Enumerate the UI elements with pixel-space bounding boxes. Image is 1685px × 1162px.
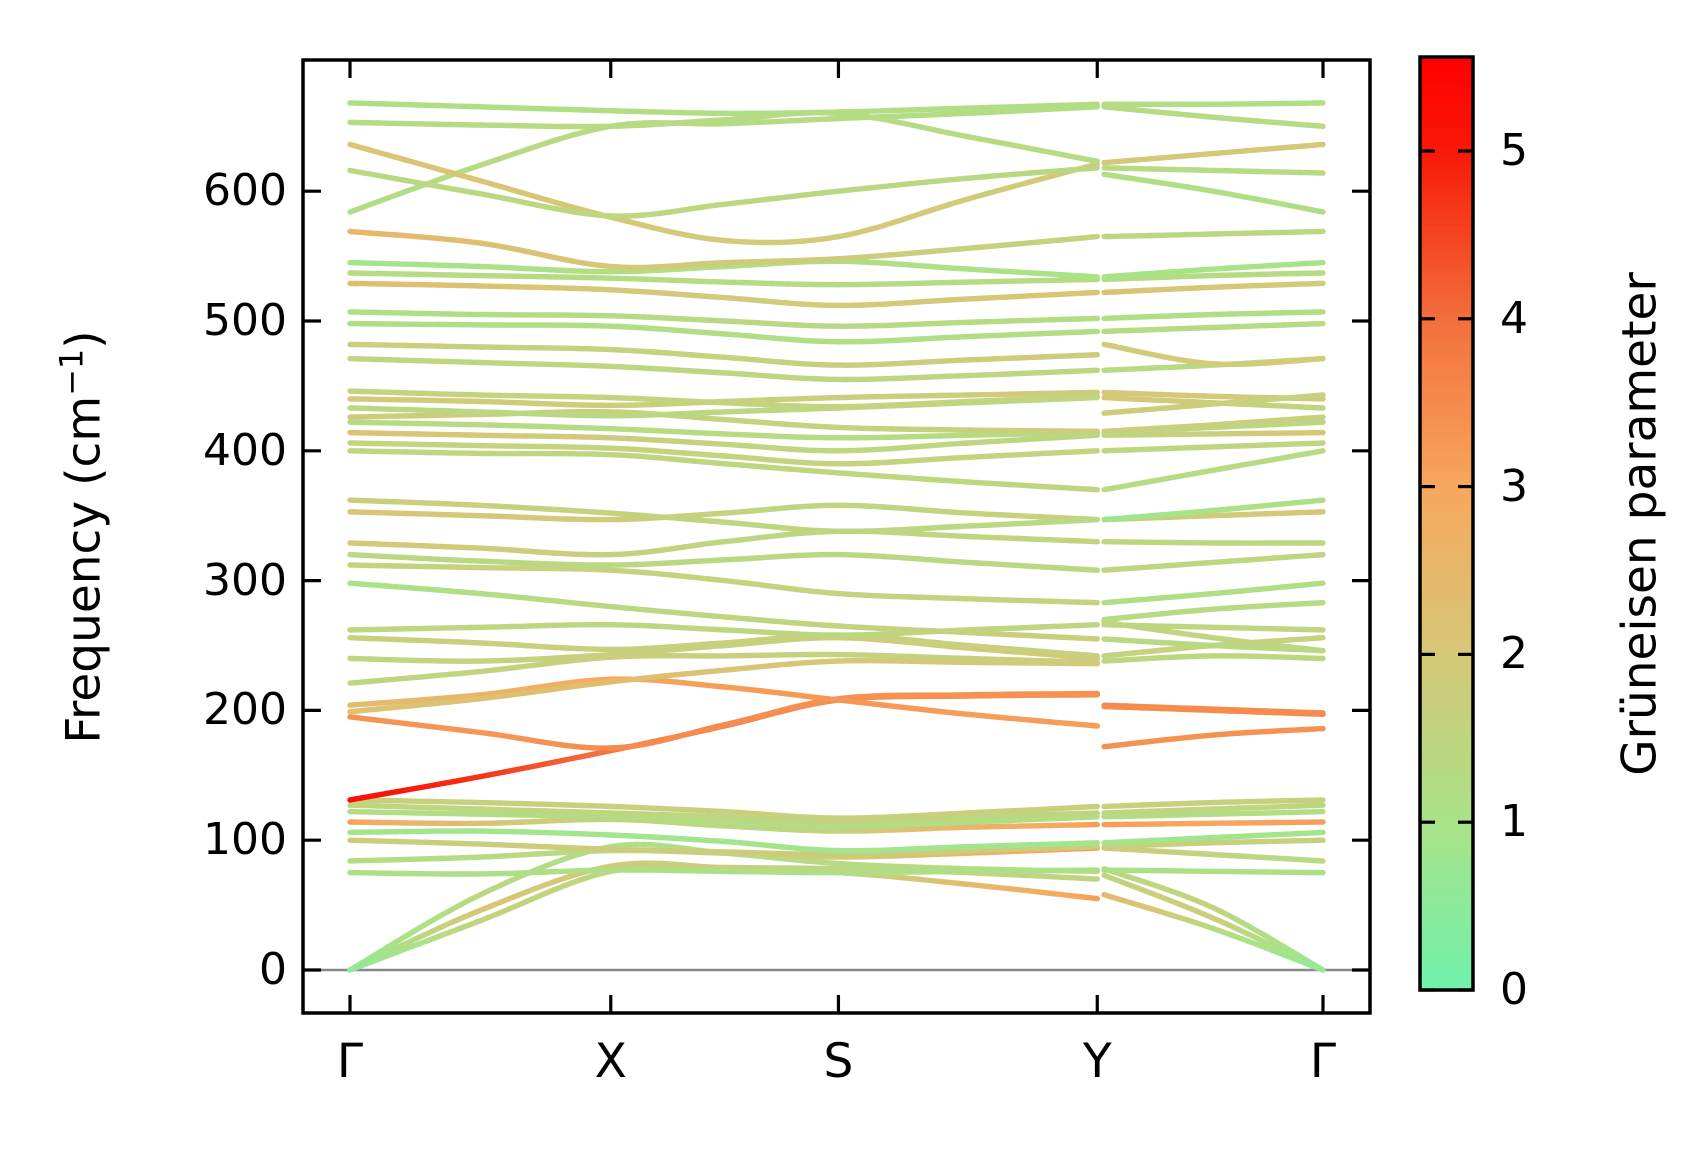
colorbar	[1418, 55, 1475, 992]
y-axis-label: Frequency (cm−1)	[53, 330, 112, 743]
colorbar-tick-label: 0	[1500, 964, 1528, 1015]
x-tick-label: Γ	[336, 1034, 364, 1089]
y-axis-label-suffix: )	[56, 329, 112, 349]
colorbar-tick-label: 2	[1500, 628, 1528, 680]
y-axis-label-superscript: −1	[52, 348, 91, 396]
colorbar-tick-label: 5	[1500, 124, 1528, 176]
x-tick-label: X	[594, 1034, 627, 1089]
x-tick-label: Γ	[1309, 1034, 1337, 1089]
colorbar-tick-label: 1	[1500, 796, 1528, 848]
axis-ticks	[303, 60, 1370, 1013]
y-tick-label: 400	[203, 424, 287, 476]
x-tick-label: S	[823, 1034, 854, 1089]
colorbar-label: Grüneisen parameter	[1612, 271, 1668, 776]
y-tick-label: 200	[203, 684, 287, 736]
axes-frame	[301, 58, 1372, 1015]
y-tick-label: 0	[259, 944, 287, 995]
band-lines	[347, 100, 1326, 973]
colorbar-tick-label: 3	[1500, 460, 1528, 512]
y-tick-label: 100	[203, 814, 287, 866]
y-tick-label: 300	[203, 554, 287, 606]
y-tick-label: 500	[203, 295, 287, 346]
y-tick-label: 600	[203, 165, 287, 217]
x-tick-label: Y	[1082, 1034, 1112, 1089]
colorbar-tick-label: 4	[1500, 292, 1528, 344]
y-axis-label-text: Frequency (cm	[56, 395, 112, 744]
